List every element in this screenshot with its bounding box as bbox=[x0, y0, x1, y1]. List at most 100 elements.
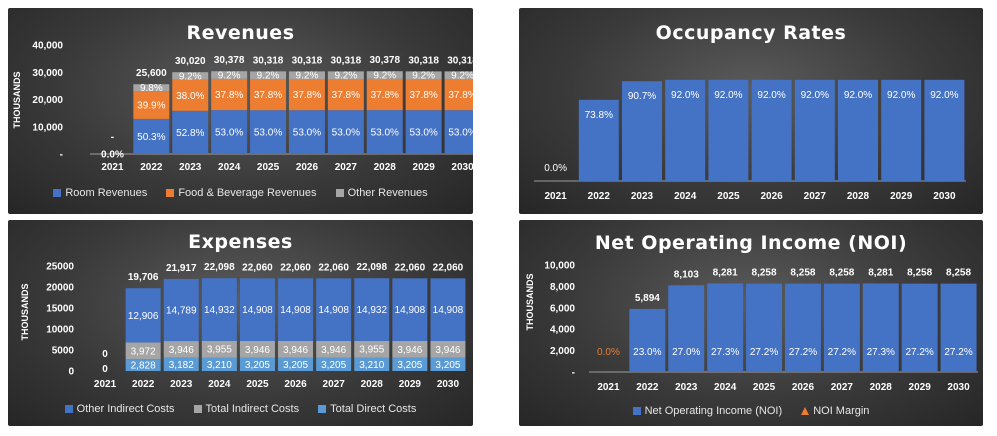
total-label: 22,098 bbox=[356, 262, 387, 273]
y-tick-label: 6,000 bbox=[550, 303, 575, 314]
bar-total-indirect-costs-2023 bbox=[163, 341, 199, 358]
bar-occupancy-2030 bbox=[924, 79, 965, 181]
noi-margin-label: 27.2% bbox=[750, 347, 778, 358]
x-tick-label: 2029 bbox=[909, 382, 932, 393]
data-label: 2,828 bbox=[131, 361, 156, 372]
x-tick-label: 2029 bbox=[399, 379, 422, 390]
data-label: 14,789 bbox=[166, 306, 197, 317]
legend-total-indirect-costs: Total Indirect Costs bbox=[193, 403, 299, 415]
data-label: 37.8% bbox=[215, 90, 243, 101]
x-tick-label: 2021 bbox=[101, 162, 124, 173]
bar-food-beverage-revenues-2025 bbox=[250, 78, 287, 111]
bar-food-beverage-revenues-2023 bbox=[172, 79, 209, 111]
data-label: 9.2% bbox=[218, 71, 241, 82]
bar-total-direct-costs-2027 bbox=[316, 357, 352, 371]
noi-margin-label: 27.2% bbox=[828, 347, 856, 358]
occupancy-chart-panel: Occupancy Rates 0.0% 2021 73.8% 2022 90.7% 20… bbox=[519, 8, 983, 214]
x-tick-label: 2026 bbox=[296, 162, 319, 173]
revenues-chart-svg: - 10,000 20,000 30,000 40,000 THOUSANDS 0.0% - 2… bbox=[12, 41, 473, 173]
bar-other-indirect-costs-2024 bbox=[201, 278, 237, 341]
x-tick-label: 2027 bbox=[335, 162, 358, 173]
x-tick-label: 2029 bbox=[413, 162, 436, 173]
data-label: 3,946 bbox=[397, 345, 422, 356]
data-label: 53.0% bbox=[448, 128, 473, 139]
bar-room-revenues-2027 bbox=[327, 110, 364, 154]
data-label: 9.2% bbox=[334, 71, 357, 82]
data-label: 3,946 bbox=[435, 345, 460, 356]
bar-total-indirect-costs-2027 bbox=[316, 340, 352, 358]
data-label: 92.0% bbox=[757, 90, 785, 101]
total-label: 5,894 bbox=[635, 293, 660, 304]
bar-other-revenues-2023 bbox=[172, 72, 209, 80]
total-label: 30,318 bbox=[253, 55, 284, 66]
data-label: 3,946 bbox=[245, 345, 270, 356]
noi-legend: Net Operating Income (NOI) NOI Margin bbox=[519, 405, 983, 418]
total-label: 30,378 bbox=[369, 55, 400, 66]
legend-noi-margin: NOI Margin bbox=[801, 405, 869, 417]
data-label: 50.3% bbox=[137, 132, 165, 143]
revenues-legend: Room Revenues Food & Beverage Revenues O… bbox=[8, 187, 473, 200]
data-label: 9.2% bbox=[179, 71, 202, 82]
y-axis-label: THOUSANDS bbox=[525, 273, 535, 330]
data-label: 3,955 bbox=[359, 345, 384, 356]
bar-occupancy-2024 bbox=[665, 79, 706, 181]
legend-noi: Net Operating Income (NOI) bbox=[632, 405, 782, 417]
noi-margin-label: 27.3% bbox=[867, 347, 895, 358]
x-tick-label: 2021 bbox=[544, 191, 567, 202]
x-tick-label: 2025 bbox=[246, 379, 269, 390]
noi-chart-title: Net Operating Income (NOI) bbox=[594, 232, 908, 254]
total-label: 30,318 bbox=[331, 55, 362, 66]
bar-other-indirect-costs-2023 bbox=[163, 278, 199, 342]
data-label: 9.2% bbox=[257, 71, 280, 82]
y-tick-label: 10,000 bbox=[544, 261, 575, 272]
bar-total-indirect-costs-2022 bbox=[125, 342, 161, 360]
bar-room-revenues-2025 bbox=[250, 110, 287, 154]
total-label: 21,917 bbox=[166, 263, 197, 274]
bar-total-direct-costs-2024 bbox=[201, 357, 237, 371]
bar-room-revenues-2024 bbox=[211, 110, 248, 154]
x-tick-label: 2025 bbox=[257, 162, 280, 173]
x-tick-label: 2025 bbox=[753, 382, 776, 393]
x-tick-label: 2022 bbox=[588, 191, 611, 202]
bar-noi-2025 bbox=[746, 283, 783, 372]
data-label: 3,205 bbox=[397, 360, 422, 371]
bar-food-beverage-revenues-2027 bbox=[327, 78, 364, 111]
data-label: 14,908 bbox=[242, 305, 273, 316]
total-label: 30,378 bbox=[214, 55, 245, 66]
bar-occupancy-2026 bbox=[751, 79, 792, 181]
data-label: 14,908 bbox=[318, 305, 349, 316]
y-tick-label: 10000 bbox=[46, 325, 74, 336]
x-tick-label: 2027 bbox=[831, 382, 854, 393]
bar-total-direct-costs-2022 bbox=[125, 359, 161, 371]
total-label: 30,318 bbox=[408, 55, 439, 66]
bar-room-revenues-2029 bbox=[405, 110, 442, 154]
data-label: 53.0% bbox=[254, 128, 282, 139]
bar-other-indirect-costs-2025 bbox=[239, 278, 275, 341]
bar-food-beverage-revenues-2024 bbox=[211, 78, 248, 111]
y-tick-label: 10,000 bbox=[32, 122, 63, 133]
x-tick-label: 2027 bbox=[804, 191, 827, 202]
data-label: 14,908 bbox=[433, 305, 464, 316]
y-tick-label: 4,000 bbox=[550, 325, 575, 336]
bar-total-direct-costs-2029 bbox=[392, 357, 428, 371]
bar-total-direct-costs-2030 bbox=[430, 357, 466, 371]
total-label: 8,103 bbox=[674, 269, 699, 280]
bar-room-revenues-2026 bbox=[288, 110, 325, 154]
bar-other-revenues-2025 bbox=[250, 71, 287, 79]
data-label: 0.0% bbox=[544, 163, 567, 174]
data-label: 53.0% bbox=[215, 128, 243, 139]
data-label: 53.0% bbox=[332, 128, 360, 139]
bar-total-indirect-costs-2029 bbox=[392, 340, 428, 358]
x-tick-label: 2030 bbox=[437, 379, 460, 390]
legend-other-revenues: Other Revenues bbox=[335, 187, 428, 199]
legend-food-beverage-revenues: Food & Beverage Revenues bbox=[166, 187, 317, 199]
x-tick-label: 2023 bbox=[675, 382, 698, 393]
y-tick-label: - bbox=[60, 150, 63, 161]
bar-noi-2028 bbox=[862, 283, 899, 372]
noi-margin-label: 27.2% bbox=[789, 347, 817, 358]
x-tick-label: 2023 bbox=[179, 162, 202, 173]
bar-total-direct-costs-2025 bbox=[239, 357, 275, 371]
data-label: 37.8% bbox=[409, 90, 437, 101]
noi-margin-label: 27.3% bbox=[711, 347, 739, 358]
noi-chart-panel: Net Operating Income (NOI) - 2,000 4,000 6,… bbox=[519, 220, 983, 426]
